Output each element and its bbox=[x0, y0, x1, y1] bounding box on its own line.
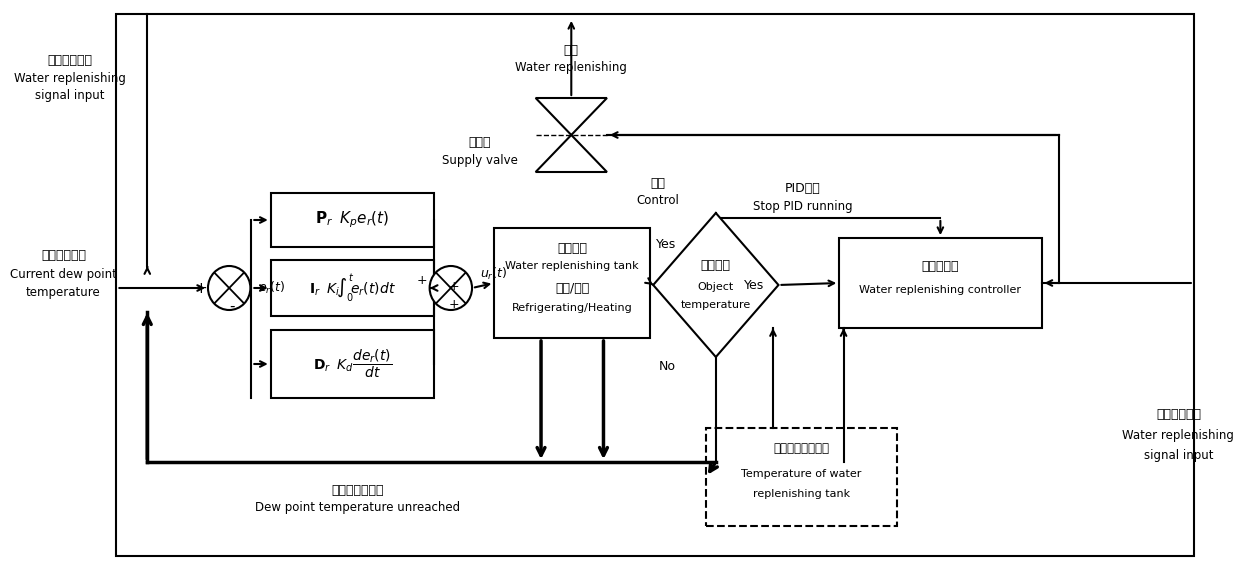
Text: $e_r(t)$: $e_r(t)$ bbox=[258, 280, 285, 296]
Text: Water replenishing: Water replenishing bbox=[1122, 428, 1234, 442]
Circle shape bbox=[429, 266, 472, 310]
Text: 当前露点温度: 当前露点温度 bbox=[41, 249, 86, 262]
Polygon shape bbox=[653, 213, 779, 357]
Text: Water replenishing controller: Water replenishing controller bbox=[859, 285, 1022, 295]
Text: $\mathbf{I}_r\;\;K_i\!\int_0^t\!e_r(t)dt$: $\mathbf{I}_r\;\;K_i\!\int_0^t\!e_r(t)dt… bbox=[309, 272, 396, 304]
Text: Yes: Yes bbox=[656, 237, 676, 250]
Text: 补水阀: 补水阀 bbox=[469, 135, 491, 149]
Text: $\mathbf{D}_r\;\;K_d\dfrac{de_r(t)}{dt}$: $\mathbf{D}_r\;\;K_d\dfrac{de_r(t)}{dt}$ bbox=[312, 348, 392, 380]
Text: Refrigerating/Heating: Refrigerating/Heating bbox=[512, 303, 632, 313]
Bar bbox=[270, 260, 434, 316]
Polygon shape bbox=[536, 98, 606, 135]
Text: signal input: signal input bbox=[36, 89, 105, 101]
Text: replenishing tank: replenishing tank bbox=[753, 489, 851, 499]
Text: 补水信号输入: 补水信号输入 bbox=[47, 53, 93, 67]
Bar bbox=[707, 428, 897, 526]
Text: Dew point temperature unreached: Dew point temperature unreached bbox=[254, 501, 460, 514]
Bar bbox=[495, 228, 650, 338]
Text: 目标温度: 目标温度 bbox=[701, 258, 730, 271]
Text: 补水: 补水 bbox=[564, 43, 579, 56]
Text: Supply valve: Supply valve bbox=[441, 154, 517, 167]
Text: Object: Object bbox=[698, 282, 734, 292]
Text: $u_r(t)$: $u_r(t)$ bbox=[480, 266, 507, 282]
Text: 补水水笱: 补水水笱 bbox=[557, 241, 588, 254]
Text: temperature: temperature bbox=[681, 300, 751, 310]
Text: 补水水笱温度采集: 补水水笱温度采集 bbox=[774, 442, 830, 455]
Text: +: + bbox=[449, 298, 459, 311]
Circle shape bbox=[208, 266, 250, 310]
Text: PID停止: PID停止 bbox=[785, 182, 821, 195]
Bar bbox=[270, 193, 434, 247]
Text: Temperature of water: Temperature of water bbox=[742, 469, 862, 479]
Text: Stop PID running: Stop PID running bbox=[753, 200, 852, 212]
Text: Yes: Yes bbox=[744, 278, 765, 291]
Text: 补水控制器: 补水控制器 bbox=[921, 259, 959, 273]
Text: +: + bbox=[449, 279, 459, 292]
Text: 露点温度未达到: 露点温度未达到 bbox=[331, 484, 383, 497]
Bar bbox=[270, 330, 434, 398]
Text: +: + bbox=[193, 281, 207, 295]
Text: 补水信号输入: 补水信号输入 bbox=[1156, 409, 1200, 422]
Text: Water replenishing: Water replenishing bbox=[516, 60, 627, 73]
Text: Water replenishing tank: Water replenishing tank bbox=[506, 261, 639, 271]
Polygon shape bbox=[536, 135, 606, 172]
Bar bbox=[839, 238, 1042, 328]
Text: Control: Control bbox=[636, 193, 680, 207]
Text: signal input: signal input bbox=[1143, 448, 1213, 461]
Text: $\mathbf{P}_r\;\;K_p e_r(t)$: $\mathbf{P}_r\;\;K_p e_r(t)$ bbox=[315, 210, 389, 230]
Text: +: + bbox=[417, 274, 428, 287]
Text: No: No bbox=[660, 361, 676, 373]
Text: 制冷/加热: 制冷/加热 bbox=[556, 282, 589, 295]
Text: -: - bbox=[229, 299, 234, 314]
Text: Current dew point: Current dew point bbox=[10, 267, 117, 281]
Text: temperature: temperature bbox=[26, 286, 100, 299]
Text: 控制: 控制 bbox=[651, 176, 666, 189]
Text: Water replenishing: Water replenishing bbox=[14, 72, 126, 85]
